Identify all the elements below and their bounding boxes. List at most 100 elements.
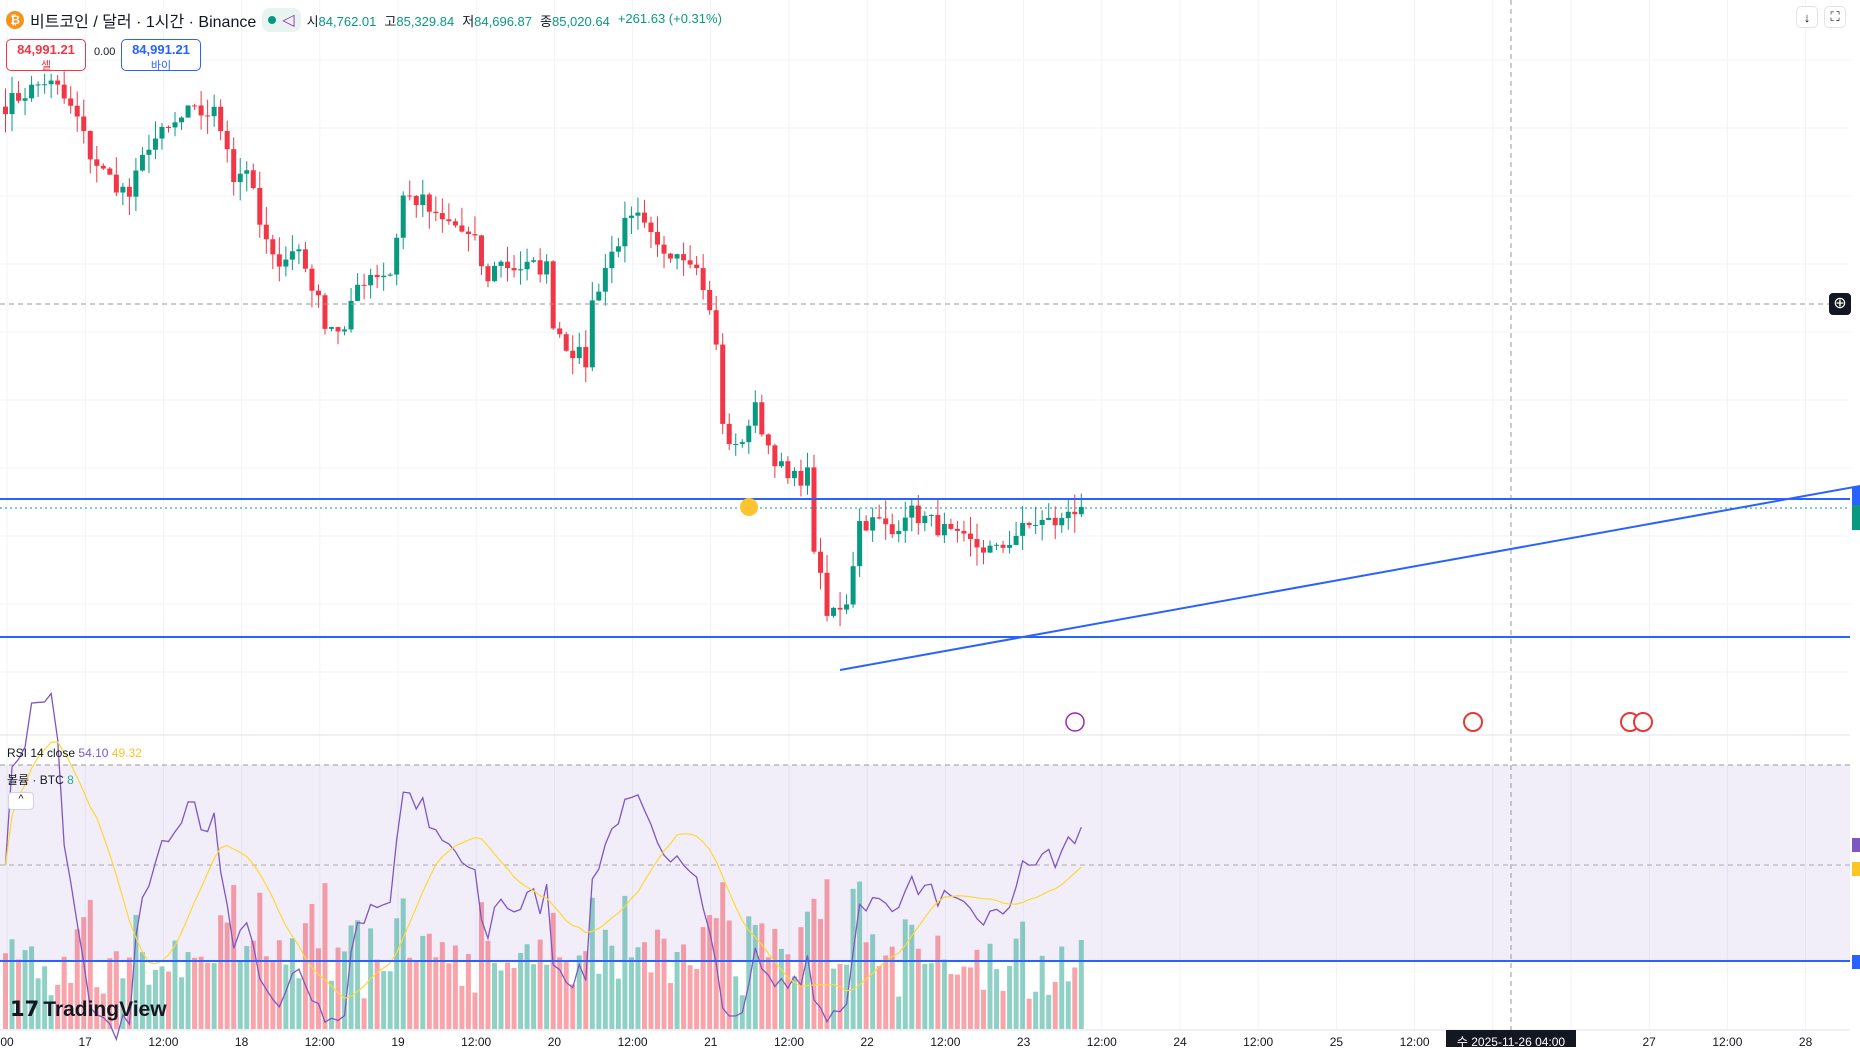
volume-bar: [948, 974, 954, 1029]
volume-bar: [152, 969, 158, 1029]
candle-body: [961, 530, 967, 534]
volume-bar: [413, 960, 419, 1029]
volume-bar: [400, 898, 406, 1029]
spread-value: 0.00: [94, 46, 116, 58]
candle-body: [837, 607, 843, 610]
symbol-title[interactable]: 비트코인 / 달러 · 1시간 · Binance: [30, 14, 257, 31]
candle-body: [29, 84, 35, 99]
add-alert-button[interactable]: ⊕: [1829, 293, 1851, 315]
volume-bar: [674, 951, 680, 1029]
candle-body: [844, 604, 850, 610]
download-icon[interactable]: ↓: [1796, 6, 1818, 28]
candle-body: [335, 327, 341, 332]
fullscreen-icon[interactable]: ⛶: [1824, 6, 1846, 28]
candle-body: [550, 261, 556, 329]
volume-bar: [511, 967, 517, 1029]
candle-body: [1013, 535, 1019, 545]
candle-body: [981, 547, 986, 553]
candle-body: [765, 434, 771, 446]
volume-bar: [381, 971, 387, 1029]
candle-body: [413, 195, 419, 205]
buy-button[interactable]: 84,991.21 바이: [121, 39, 201, 72]
candle-body: [465, 231, 471, 235]
rsi-band: [0, 765, 1850, 961]
volume-bar: [485, 940, 491, 1029]
candle-body: [407, 195, 413, 197]
candle-body: [224, 131, 230, 150]
volume-bar: [870, 934, 876, 1029]
volume-bar: [557, 957, 563, 1029]
sell-button[interactable]: 84,991.21 셀: [6, 39, 86, 72]
candle-body: [120, 186, 126, 193]
candle-body: [368, 274, 374, 286]
collapse-button[interactable]: ^: [8, 792, 34, 810]
crosshair-date-label: 수 2025-11-26 04:00: [1446, 1030, 1576, 1049]
time-axis-label: 17: [78, 1035, 92, 1049]
candle-body: [198, 105, 204, 116]
candle-body: [609, 251, 615, 269]
candle-body: [733, 443, 739, 445]
price-tag-current: [1852, 505, 1860, 530]
candle-body: [602, 268, 608, 292]
volume-bar: [185, 952, 191, 1029]
candle-body: [922, 515, 928, 524]
candle-body: [948, 524, 954, 529]
volume-bar: [635, 947, 641, 1029]
time-axis-label: 22: [860, 1035, 874, 1049]
candle-body: [570, 350, 576, 359]
candle-body: [459, 225, 465, 232]
candle-body: [296, 249, 302, 252]
volume-bar: [700, 927, 706, 1029]
volume-bar: [465, 954, 471, 1029]
tradingview-logo[interactable]: 𝟭𝟳 TradingView: [10, 997, 167, 1022]
volume-bar: [433, 957, 439, 1029]
volume-bar: [35, 978, 41, 1029]
volume-bar: [589, 897, 595, 1029]
volume-bar: [994, 969, 1000, 1029]
candle-body: [668, 253, 674, 259]
volume-bar: [550, 912, 556, 1029]
volume-bar: [198, 956, 204, 1029]
time-axis-label: 12:00: [1399, 1035, 1430, 1049]
volume-bar: [159, 966, 165, 1029]
candle-body: [896, 530, 902, 535]
candle-body: [329, 327, 334, 329]
volume-bar: [446, 963, 452, 1029]
volume-bar: [570, 984, 576, 1029]
candle-body: [746, 425, 752, 443]
volume-bar: [244, 945, 250, 1029]
volume-bar: [641, 942, 647, 1029]
candle-body: [876, 517, 882, 519]
rsi-legend[interactable]: RSI 14 close 54.10 49.32: [7, 746, 142, 760]
candle-body: [55, 80, 61, 85]
volume-bar: [387, 971, 393, 1029]
candle-body: [655, 232, 660, 245]
candle-body: [1065, 511, 1071, 519]
volume-bar: [1013, 938, 1019, 1029]
volume-bar: [772, 928, 778, 1029]
bitcoin-icon: ₿: [6, 11, 24, 29]
volume-bar: [596, 973, 602, 1029]
volume-bar: [289, 938, 295, 1029]
ohlc-values: 시84,762.01 고85,329.84 저84,696.87 종85,020…: [306, 10, 722, 29]
volume-bar: [426, 933, 432, 1029]
candle-body: [811, 467, 817, 552]
candle-body: [1033, 524, 1039, 526]
candle-body: [818, 551, 823, 573]
volume-bar: [1065, 981, 1071, 1029]
volume-legend[interactable]: 볼륨 · BTC 8: [7, 773, 74, 787]
volume-bar: [791, 976, 797, 1029]
volume-bar: [407, 957, 413, 1029]
candle-body: [909, 505, 915, 518]
time-axis-label: 12:00: [148, 1035, 179, 1049]
volume-bar: [1007, 965, 1013, 1029]
volume-bar: [518, 952, 524, 1029]
candle-body: [166, 126, 171, 128]
market-status[interactable]: ◁: [262, 8, 301, 32]
time-axis-label: 12:00: [617, 1035, 648, 1049]
volume-bar: [876, 965, 882, 1029]
volume-bar: [87, 899, 93, 1029]
candle-body: [146, 149, 152, 155]
candle-body: [596, 291, 602, 301]
